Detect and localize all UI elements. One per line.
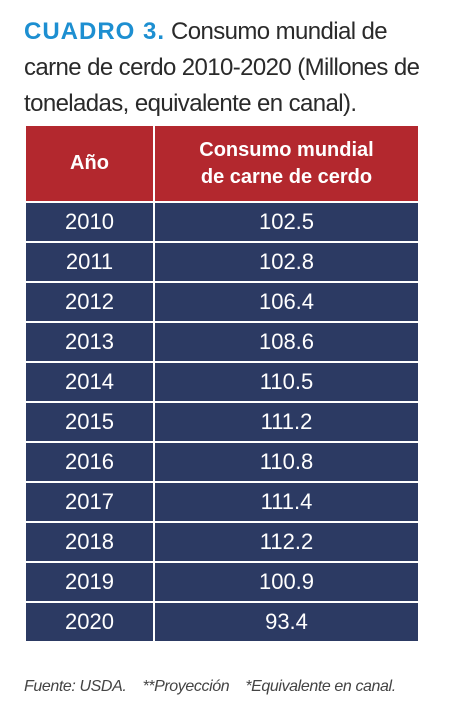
value-cell: 93.4: [153, 601, 420, 643]
table: Año Consumo mundial de carne de cerdo 20…: [24, 124, 420, 643]
year-cell: 2018: [24, 521, 155, 563]
header-cell: Consumo mundial de carne de cerdo: [153, 124, 420, 203]
table-row: 2016 110.8: [24, 441, 420, 483]
title-label: CUADRO 3.: [24, 18, 166, 45]
value-cell: 110.8: [153, 441, 420, 483]
table-row: 2020 93.4: [24, 601, 420, 643]
table-row: 2010 102.5: [24, 201, 420, 243]
value-cell: 111.2: [153, 401, 420, 443]
table-row: 2019 100.9: [24, 561, 420, 603]
table-row: 2011 102.8: [24, 241, 420, 283]
header-row: Año Consumo mundial de carne de cerdo: [24, 124, 420, 203]
footnote-note: *Equivalente en canal.: [245, 678, 396, 695]
value-cell: 111.4: [153, 481, 420, 523]
table-row: 2012 106.4: [24, 281, 420, 323]
footnote-source: Fuente: USDA.: [24, 678, 127, 695]
year-cell: 2020: [24, 601, 155, 643]
footnote-note: **Proyección: [142, 678, 230, 695]
table-row: 2018 112.2: [24, 521, 420, 563]
year-cell: 2011: [24, 241, 155, 283]
footnote: Fuente: USDA. **Proyección *Equivalente …: [24, 678, 408, 696]
title-text: Consumo mundial de carne de cerdo 2010-2…: [24, 18, 420, 117]
header-cell: Año: [24, 124, 155, 203]
year-cell: 2010: [24, 201, 155, 243]
value-cell: 110.5: [153, 361, 420, 403]
year-cell: 2019: [24, 561, 155, 603]
table-body: 2010 102.5 2011 102.8 2012 106.4 2013 108.6 2014…: [24, 201, 420, 643]
table-row: 2013 108.6: [24, 321, 420, 363]
year-cell: 2017: [24, 481, 155, 523]
value-cell: 108.6: [153, 321, 420, 363]
table-header: Año Consumo mundial de carne de cerdo: [24, 124, 420, 203]
title: CUADRO 3. Consumo mundial de carne de cer…: [24, 14, 424, 122]
year-cell: 2016: [24, 441, 155, 483]
value-cell: 112.2: [153, 521, 420, 563]
value-cell: 106.4: [153, 281, 420, 323]
year-cell: 2014: [24, 361, 155, 403]
table-row: 2015 111.2: [24, 401, 420, 443]
year-cell: 2013: [24, 321, 155, 363]
value-cell: 102.8: [153, 241, 420, 283]
value-cell: 100.9: [153, 561, 420, 603]
table-row: 2014 110.5: [24, 361, 420, 403]
year-cell: 2015: [24, 401, 155, 443]
year-cell: 2012: [24, 281, 155, 323]
table-row: 2017 111.4: [24, 481, 420, 523]
value-cell: 102.5: [153, 201, 420, 243]
